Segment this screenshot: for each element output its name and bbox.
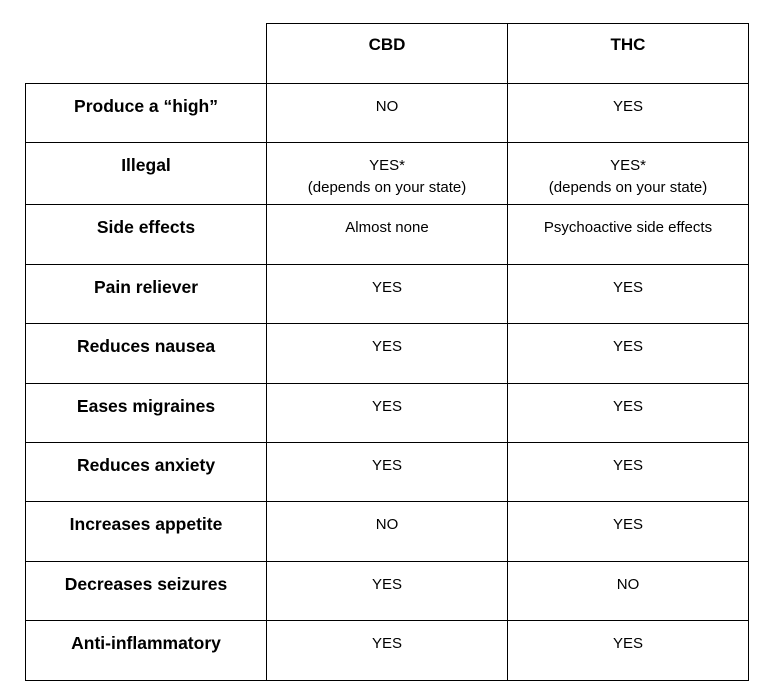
header-corner-cell (25, 23, 267, 84)
thc-value: YES (507, 441, 749, 503)
thc-value-main: YES* (610, 157, 646, 175)
cbd-value: YES (266, 560, 508, 622)
row-label: Decreases seizures (25, 560, 267, 622)
table-row: Anti-inflammatory YES YES (25, 620, 749, 681)
thc-value: NO (507, 560, 749, 622)
thc-value: YES (507, 382, 749, 443)
table-row: Pain reliever YES YES (25, 263, 749, 325)
header-thc: THC (507, 23, 749, 84)
thc-value: YES (507, 263, 749, 325)
cbd-value: Almost none (266, 204, 508, 265)
thc-value: YES* (depends on your state) (507, 142, 749, 206)
row-label: Reduces nausea (25, 323, 267, 384)
cbd-value: YES* (depends on your state) (266, 142, 508, 206)
row-label: Eases migraines (25, 382, 267, 443)
row-label: Pain reliever (25, 263, 267, 325)
thc-value: YES (507, 501, 749, 562)
table-row: Produce a “high” NO YES (25, 82, 749, 144)
cbd-thc-comparison-table: CBD THC Produce a “high” NO YES Illegal … (25, 23, 749, 681)
table-row: Reduces anxiety YES YES (25, 441, 749, 503)
table-row: Side effects Almost none Psychoactive si… (25, 204, 749, 265)
cbd-value: YES (266, 620, 508, 681)
thc-value: Psychoactive side effects (507, 204, 749, 265)
thc-value: YES (507, 620, 749, 681)
row-label: Illegal (25, 142, 267, 206)
table-row: Decreases seizures YES NO (25, 560, 749, 622)
cbd-value: NO (266, 501, 508, 562)
cbd-value: YES (266, 441, 508, 503)
thc-value-note: (depends on your state) (548, 179, 708, 197)
row-label: Produce a “high” (25, 82, 267, 144)
cbd-value: NO (266, 82, 508, 144)
row-label: Anti-inflammatory (25, 620, 267, 681)
cbd-value-main: YES* (369, 157, 405, 175)
table-row: Increases appetite NO YES (25, 501, 749, 562)
cbd-value: YES (266, 263, 508, 325)
row-label: Reduces anxiety (25, 441, 267, 503)
table-row: Eases migraines YES YES (25, 382, 749, 443)
table-header-row: CBD THC (25, 23, 749, 84)
thc-value: YES (507, 323, 749, 384)
table-row: Reduces nausea YES YES (25, 323, 749, 384)
table-row: Illegal YES* (depends on your state) YES… (25, 142, 749, 206)
thc-value: YES (507, 82, 749, 144)
row-label: Side effects (25, 204, 267, 265)
header-cbd: CBD (266, 23, 508, 84)
row-label: Increases appetite (25, 501, 267, 562)
cbd-value: YES (266, 382, 508, 443)
cbd-value: YES (266, 323, 508, 384)
cbd-value-note: (depends on your state) (307, 179, 467, 197)
